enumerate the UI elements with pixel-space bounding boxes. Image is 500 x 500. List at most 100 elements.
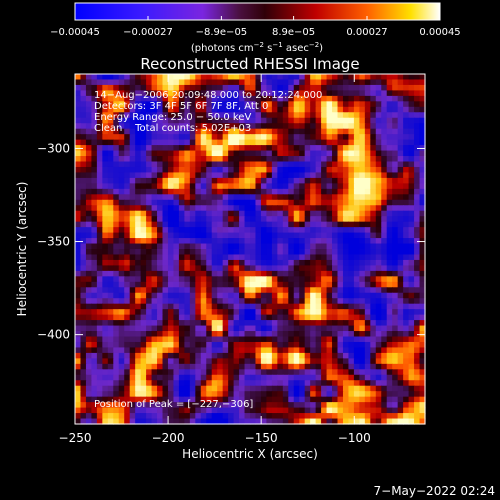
heatmap-cell [255, 161, 262, 168]
heatmap-cell [392, 150, 399, 157]
heatmap-cell [288, 145, 295, 152]
heatmap-cell [282, 95, 289, 102]
heatmap-cell [113, 128, 120, 135]
heatmap-cell [107, 287, 114, 294]
heatmap-cell [332, 172, 339, 179]
heatmap-cell [348, 74, 355, 81]
heatmap-cell [353, 281, 360, 288]
heatmap-cell [222, 145, 229, 152]
heatmap-cell [157, 79, 164, 86]
heatmap-cell [266, 325, 273, 332]
heatmap-cell [260, 314, 268, 321]
heatmap-cell [107, 276, 114, 283]
heatmap-cell [271, 270, 278, 277]
heatmap-cell [353, 243, 360, 250]
heatmap-cell [255, 238, 262, 245]
heatmap-cell [124, 84, 131, 92]
heatmap-cell [392, 128, 399, 135]
heatmap-cell [381, 194, 388, 201]
heatmap-cell [222, 227, 229, 234]
heatmap-cell [342, 84, 350, 92]
heatmap-cell [118, 90, 125, 97]
heatmap-cell [140, 227, 147, 234]
heatmap-cell [140, 254, 147, 261]
heatmap-cell [282, 79, 289, 86]
heatmap-cell [80, 183, 87, 190]
heatmap-cell [239, 145, 246, 152]
heatmap-cell [184, 385, 191, 392]
heatmap-cell [359, 139, 366, 146]
heatmap-cell [244, 145, 251, 152]
heatmap-cell [189, 347, 196, 354]
heatmap-cell [173, 413, 180, 420]
heatmap-cell [337, 166, 344, 174]
heatmap-cell [310, 205, 317, 212]
heatmap-cell [239, 177, 246, 184]
heatmap-cell [217, 314, 224, 321]
heatmap-cell [146, 90, 153, 97]
heatmap-cell [353, 292, 360, 299]
heatmap-cell [222, 385, 229, 392]
heatmap-cell [266, 150, 273, 157]
heatmap-cell [381, 352, 388, 359]
heatmap-cell [288, 391, 295, 398]
heatmap-cell [113, 166, 120, 174]
heatmap-cell [96, 418, 103, 425]
heatmap-cell [129, 216, 136, 223]
heatmap-cell [293, 232, 300, 239]
heatmap-cell [189, 265, 196, 272]
heatmap-cell [266, 172, 273, 179]
heatmap-cell [321, 205, 328, 212]
heatmap-cell [310, 363, 317, 370]
heatmap-cell [408, 79, 415, 86]
heatmap-cell [162, 276, 169, 283]
heatmap-cell [299, 84, 306, 92]
heatmap-cell [178, 331, 185, 338]
heatmap-cell [397, 270, 404, 277]
heatmap-cell [228, 352, 235, 359]
heatmap-cell [178, 216, 185, 223]
heatmap-cell [342, 396, 350, 403]
heatmap-cell [200, 106, 207, 113]
heatmap-cell [370, 123, 377, 130]
heatmap-cell [124, 238, 131, 245]
heatmap-cell [310, 352, 317, 359]
heatmap-cell [135, 374, 142, 381]
heatmap-cell [146, 150, 153, 157]
heatmap-cell [113, 287, 120, 294]
heatmap-cell [107, 84, 114, 92]
heatmap-cell [392, 216, 399, 223]
heatmap-cell [113, 254, 120, 261]
heatmap-cell [228, 95, 235, 102]
heatmap-cell [173, 123, 180, 130]
heatmap-cell [310, 172, 317, 179]
heatmap-cell [304, 106, 311, 113]
heatmap-cell [211, 380, 218, 387]
heatmap-cell [250, 402, 257, 409]
heatmap-cell [151, 243, 158, 250]
heatmap-cell [151, 128, 158, 135]
heatmap-cell [348, 95, 355, 102]
heatmap-cell [271, 363, 278, 370]
heatmap-cell [299, 385, 306, 392]
heatmap-cell [375, 254, 382, 261]
heatmap-cell [113, 320, 120, 327]
heatmap-cell [326, 276, 333, 283]
heatmap-cell [364, 238, 371, 245]
heatmap-cell [146, 347, 153, 354]
heatmap-cell [271, 112, 278, 119]
heatmap-cell [255, 298, 262, 305]
heatmap-cell [321, 413, 328, 420]
heatmap-cell [326, 183, 333, 190]
heatmap-cell [392, 238, 399, 245]
heatmap-cell [271, 106, 278, 113]
heatmap-cell [293, 336, 300, 343]
heatmap-cell [118, 380, 125, 387]
heatmap-cell [419, 347, 426, 354]
heatmap-cell [260, 287, 268, 294]
heatmap-cell [167, 74, 175, 81]
heatmap-cell [140, 177, 147, 184]
heatmap-cell [337, 352, 344, 359]
heatmap-cell [282, 418, 289, 425]
heatmap-cell [260, 265, 268, 272]
